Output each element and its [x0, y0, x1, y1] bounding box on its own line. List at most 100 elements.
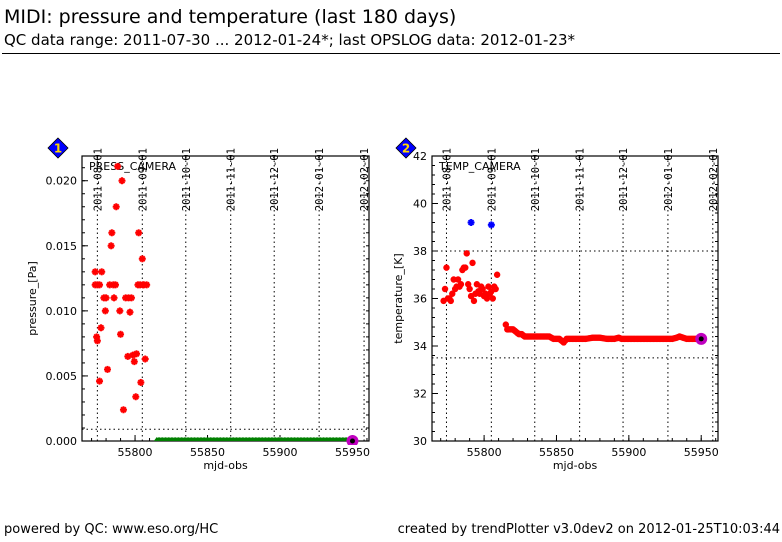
data-point-stroke	[96, 377, 103, 385]
data-point-stroke	[135, 229, 142, 236]
y-tick-label: 0.015	[46, 240, 78, 253]
data-point	[132, 393, 140, 401]
outlier-point-stroke	[488, 221, 495, 229]
footer-powered-by: powered by QC: www.eso.org/HC	[4, 522, 219, 537]
x-tick-label: 55900	[611, 446, 646, 459]
y-tick-label: 30	[413, 435, 427, 448]
x-tick-label: 55900	[263, 446, 298, 459]
data-point-stroke	[104, 366, 111, 373]
data-point-stroke	[118, 177, 126, 184]
y-tick-label: 0.000	[46, 435, 78, 448]
y-tick-label: 0.010	[46, 305, 78, 318]
data-point	[108, 229, 116, 237]
y-tick-label: 34	[413, 340, 427, 353]
data-point	[141, 355, 149, 363]
data-point-stroke	[128, 294, 135, 302]
data-point	[462, 264, 469, 271]
data-point	[126, 308, 134, 316]
date-tick-label: 2011-12-01	[618, 148, 630, 211]
date-tick-label: 2011-09-01	[137, 148, 149, 211]
data-point-stroke	[113, 203, 120, 210]
data-point	[107, 242, 115, 250]
data-point-stroke	[116, 307, 123, 315]
data-point-stroke	[98, 268, 105, 275]
data-point	[93, 337, 101, 345]
data-point-stroke	[110, 294, 118, 302]
temperature-plot: 2011-08-01 2011-09-01 2011-10-01 2011-11-01…	[392, 137, 720, 472]
x-tick-label: 55950	[335, 446, 370, 459]
plot-title: TEMP_CAMERA	[438, 160, 521, 173]
x-axis-label: mjd-obs	[203, 459, 248, 472]
data-point-stroke	[108, 229, 116, 236]
date-tick-label: 2011-10-01	[181, 148, 193, 211]
date-tick-label: 2012-02-01	[708, 148, 720, 211]
header-divider	[2, 53, 780, 54]
data-point	[463, 250, 470, 257]
x-tick-label: 55950	[684, 446, 719, 459]
data-point-stroke	[96, 281, 103, 288]
axes-frame	[431, 155, 719, 442]
data-point	[441, 285, 449, 293]
date-tick-label: 2011-10-01	[530, 148, 542, 211]
y-tick-label: 42	[413, 150, 427, 163]
page-subtitle: QC data range: 2011-07-30 ... 2012-01-24…	[4, 31, 576, 49]
data-point	[489, 295, 496, 302]
data-point	[97, 324, 105, 332]
plot-number-badge: 2	[395, 137, 417, 159]
data-point	[470, 297, 478, 305]
data-point	[119, 406, 127, 414]
x-tick-label: 55800	[467, 446, 502, 459]
latest-value-dot	[698, 336, 704, 342]
data-point	[96, 377, 104, 385]
x-tick-label: 55850	[190, 446, 225, 459]
x-tick-label: 55800	[118, 446, 153, 459]
data-point	[479, 285, 486, 293]
data-layer	[440, 219, 708, 346]
data-point	[457, 281, 465, 288]
data-point-stroke	[112, 281, 119, 288]
data-point	[443, 264, 450, 271]
data-point-stroke	[102, 307, 109, 315]
data-point	[127, 294, 135, 302]
data-point-stroke	[142, 355, 149, 363]
data-point	[133, 350, 141, 358]
x-axis-label: mjd-obs	[553, 459, 598, 472]
data-point-stroke	[117, 331, 124, 338]
data-point	[485, 283, 492, 290]
page-title: MIDI: pressure and temperature (last 180…	[4, 6, 457, 28]
plot-title: PRESS_CAMERA	[89, 160, 177, 173]
data-point-stroke	[92, 268, 99, 275]
data-point-stroke	[94, 337, 101, 344]
date-tick-label: 2012-01-01	[663, 148, 675, 211]
date-tick-label: 2011-11-01	[575, 148, 587, 211]
data-point	[135, 229, 143, 237]
data-point	[96, 281, 104, 289]
data-point	[102, 294, 110, 302]
outlier-point	[467, 219, 475, 226]
footer-created-by: created by trendPlotter v3.0dev2 on 2012…	[397, 522, 780, 537]
data-point	[104, 365, 112, 373]
badge-diamond-icon	[395, 137, 417, 159]
data-layer	[91, 162, 359, 445]
y-tick-label: 38	[413, 245, 427, 258]
data-point	[98, 268, 106, 276]
data-point	[130, 358, 138, 366]
data-point-stroke	[139, 255, 146, 262]
data-point	[137, 378, 145, 386]
badge-diamond-icon	[47, 137, 69, 159]
data-point	[117, 330, 125, 338]
data-point-stroke	[143, 281, 150, 288]
y-tick-label: 36	[413, 293, 427, 306]
y-tick-label: 32	[413, 388, 427, 401]
data-point	[116, 307, 124, 315]
data-point-stroke	[133, 350, 140, 357]
data-point	[469, 259, 476, 267]
date-tick-label: 2011-12-01	[269, 148, 281, 211]
data-point	[466, 285, 473, 293]
data-point-stroke	[131, 358, 138, 365]
data-point	[493, 271, 501, 278]
y-axis-label: temperature_[K]	[392, 253, 405, 343]
data-point	[483, 295, 491, 302]
data-point-stroke	[102, 294, 110, 302]
